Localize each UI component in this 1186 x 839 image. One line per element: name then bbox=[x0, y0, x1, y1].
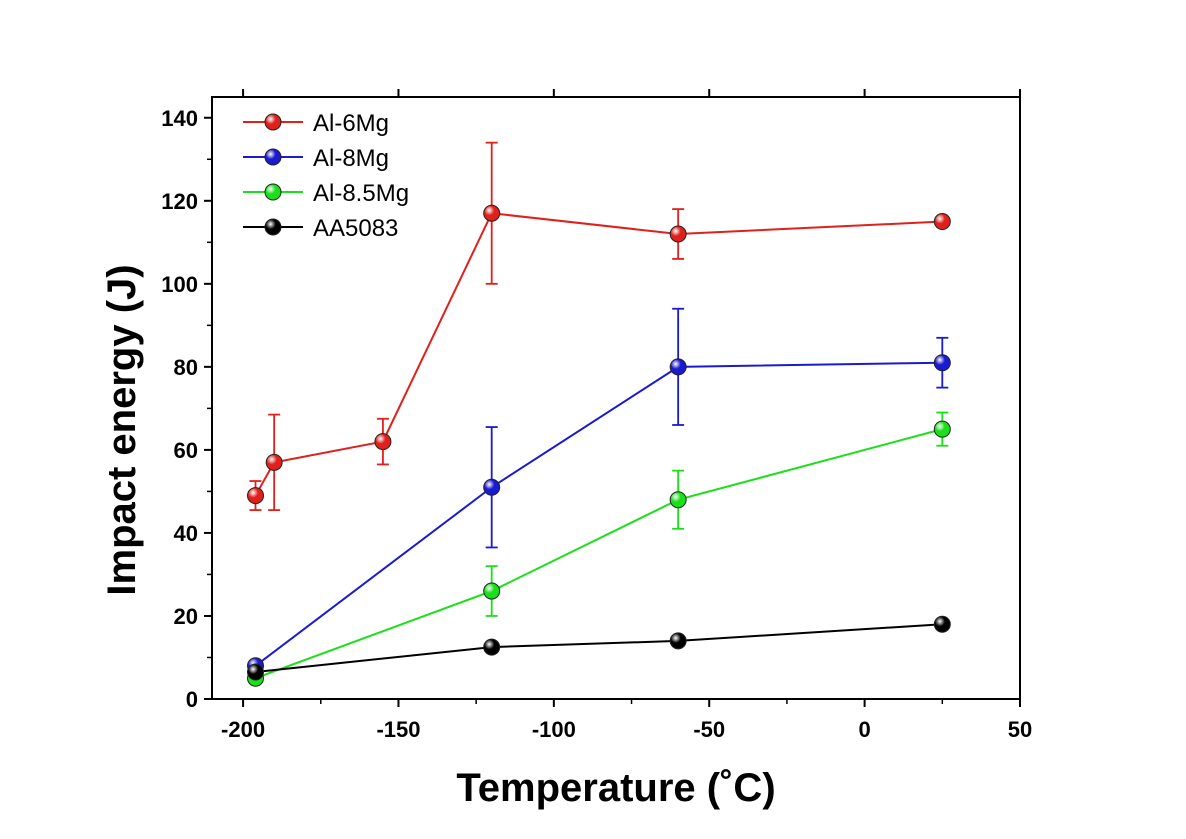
data-point bbox=[933, 615, 951, 633]
series-layer bbox=[247, 141, 951, 687]
series-al-6mg bbox=[247, 141, 951, 511]
data-point bbox=[933, 213, 951, 231]
data-point bbox=[669, 632, 687, 650]
data-point bbox=[247, 487, 265, 505]
series-al-8-5mg bbox=[247, 411, 951, 687]
data-point bbox=[483, 582, 501, 600]
data-point bbox=[669, 491, 687, 509]
series-aa5083 bbox=[247, 615, 951, 681]
x-tick-label: 0 bbox=[858, 717, 870, 742]
data-point bbox=[483, 478, 501, 496]
series-line bbox=[254, 212, 943, 497]
legend-marker bbox=[264, 218, 282, 236]
x-tick-label: -100 bbox=[532, 717, 576, 742]
y-tick-label: 60 bbox=[174, 438, 198, 463]
x-tick-label: 50 bbox=[1008, 717, 1032, 742]
data-point bbox=[669, 225, 687, 243]
x-tick-label: -200 bbox=[221, 717, 265, 742]
legend-marker bbox=[264, 183, 282, 201]
data-point bbox=[669, 358, 687, 376]
legend-marker bbox=[264, 113, 282, 131]
data-point bbox=[265, 453, 283, 471]
legend: Al-6Mg Al-8Mg Al-8.5Mg AA5083 bbox=[243, 110, 409, 242]
y-tick-label: 20 bbox=[174, 604, 198, 629]
series-line bbox=[255, 623, 943, 674]
x-tick-label: -150 bbox=[376, 717, 420, 742]
y-tick-label: 80 bbox=[174, 355, 198, 380]
y-tick-label: 0 bbox=[186, 687, 198, 712]
y-tick-label: 120 bbox=[161, 189, 198, 214]
x-tick-label: -50 bbox=[693, 717, 725, 742]
data-point bbox=[247, 663, 265, 681]
legend-label: Al-8Mg bbox=[313, 145, 389, 172]
legend-marker bbox=[264, 148, 282, 166]
plot-frame bbox=[211, 96, 1021, 700]
data-point bbox=[483, 638, 501, 656]
data-point bbox=[483, 204, 501, 222]
legend-label: AA5083 bbox=[313, 215, 398, 242]
data-point bbox=[933, 420, 951, 438]
y-axis-title: Impact energy (J) bbox=[100, 264, 144, 595]
data-point bbox=[933, 354, 951, 372]
series-al-8mg bbox=[247, 307, 951, 675]
axis-ticks: -200 -150 -100 -50 0 50 0 20 40 60 80 100 120 140 bbox=[161, 89, 1032, 742]
series-line bbox=[255, 428, 943, 680]
y-tick-label: 100 bbox=[161, 272, 198, 297]
y-tick-label: 40 bbox=[174, 521, 198, 546]
legend-label: Al-8.5Mg bbox=[313, 180, 409, 207]
series-line bbox=[254, 361, 943, 667]
x-axis-title: Temperature (˚C) bbox=[456, 766, 775, 810]
legend-label: Al-6Mg bbox=[313, 110, 389, 137]
y-tick-label: 140 bbox=[161, 106, 198, 131]
data-point bbox=[374, 433, 392, 451]
